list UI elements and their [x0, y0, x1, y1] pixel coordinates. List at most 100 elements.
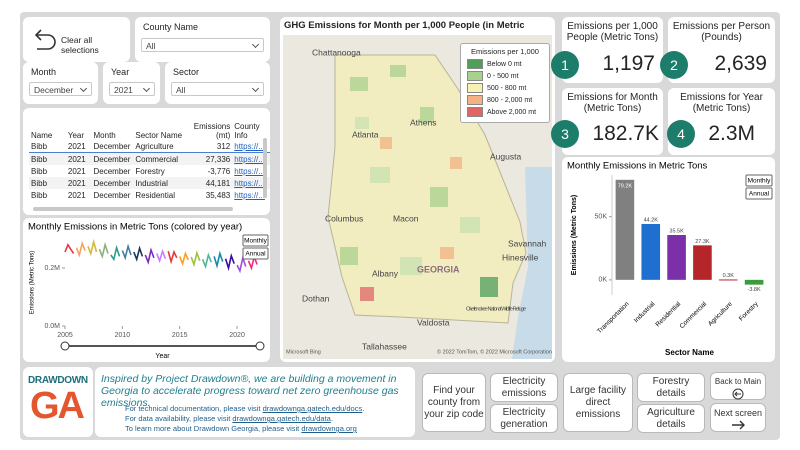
header-row: Name Year Month Sector Name Emissions (mt) Co…	[29, 116, 270, 140]
legend-label: 500 - 800 mt	[487, 84, 527, 92]
column-header: Year	[67, 131, 85, 140]
logo-bottom: GA	[30, 385, 85, 427]
table-cell: Bibb	[31, 154, 48, 164]
kpi-tile: Emissions per Person (Pounds) 2,639	[668, 17, 775, 83]
filter-label: County Name	[143, 22, 199, 32]
column-header: Name	[31, 131, 53, 140]
clear-panel[interactable]: Clear all selections	[23, 17, 130, 62]
series-line	[190, 250, 201, 268]
table-cell: Commercial	[135, 154, 179, 164]
rect	[340, 247, 358, 265]
rect	[350, 77, 368, 91]
button[interactable]: Electricity generation	[490, 404, 558, 433]
sector-filter: Sector All	[165, 62, 270, 104]
toggle-box[interactable]	[745, 174, 773, 187]
badge: 2	[660, 51, 688, 79]
table-cell: 44,181	[205, 178, 231, 188]
toggle-box[interactable]	[242, 247, 269, 260]
column-header: Sector Name	[135, 131, 183, 140]
button[interactable]: Back to Main	[710, 372, 766, 400]
y-tick-label: 50K	[595, 214, 608, 221]
table-cell: https://...	[234, 190, 265, 200]
button[interactable]: Forestry details	[637, 373, 705, 402]
table-panel: Name Year Month Sector Name Emissions (mt) Co…	[23, 108, 270, 215]
value-label: 27.3K	[695, 239, 710, 245]
note-line: For technical documentation, please visi…	[125, 404, 364, 413]
table-cell: Bibb	[31, 178, 48, 188]
button[interactable]: Next screen	[710, 403, 766, 432]
kpi-value: 2.3M	[708, 122, 755, 145]
table-cell: 35,483	[205, 190, 231, 200]
rect	[355, 117, 369, 129]
note-link[interactable]: drawdownga.gatech.edu/data	[232, 414, 331, 423]
legend-item: Above 2,000 mt	[467, 107, 536, 117]
circle	[732, 388, 744, 400]
x-tick-label: 2005	[57, 332, 73, 339]
slider-handle[interactable]	[60, 341, 70, 351]
scrollbar[interactable]	[263, 138, 267, 198]
table-cell: https://...	[234, 141, 265, 151]
scrollbar[interactable]	[33, 207, 233, 211]
dropdown[interactable]: All	[171, 82, 264, 96]
kpi-tile: Emissions for Month (Metric Tons) 182.7K	[562, 88, 663, 155]
series-line	[133, 245, 144, 262]
badge: 1	[551, 51, 579, 79]
column-header: Month	[93, 131, 116, 140]
path	[732, 420, 745, 430]
table-body: Bibb 2021 December Agriculture 312 https://..…	[29, 140, 270, 201]
place-label: Columbus	[325, 213, 363, 223]
dropdown[interactable]: 2021	[109, 82, 155, 96]
note-link[interactable]: drawdownga.gatech.edu/docs	[262, 404, 363, 413]
clear-label: Clear all selections	[61, 35, 99, 55]
table-cell: December	[93, 178, 131, 188]
rect	[390, 65, 406, 77]
legend-label: Below 0 mt	[487, 60, 522, 68]
legend-title: Emissions per 1,000	[471, 47, 539, 56]
table-cell: Bibb	[31, 141, 48, 151]
series-line	[178, 251, 190, 267]
rect	[460, 217, 480, 233]
badge: 3	[551, 120, 579, 148]
column-header: County Info	[234, 122, 260, 140]
thead: Name Year Month Sector Name Emissions (mt) Co…	[29, 116, 270, 140]
button[interactable]: Electricity emissions	[490, 373, 558, 402]
kpi-label: Emissions for Year (Metric Tons)	[680, 92, 763, 114]
legend-swatch	[467, 95, 483, 105]
table-cell: 2021	[67, 154, 86, 164]
rect	[450, 157, 462, 169]
toggle-box[interactable]	[745, 187, 773, 200]
kpi-label: Emissions per 1,000 People (Metric Tons)	[566, 21, 659, 43]
county-patches	[340, 65, 498, 301]
map-panel: Chattanooga Atlanta Athens Augusta Columbus M…	[280, 17, 555, 362]
toggle-box[interactable]	[242, 234, 269, 247]
dropdown[interactable]: All	[141, 38, 264, 52]
table-row: Bibb 2021 December Residential 35,483 https:/…	[29, 189, 270, 201]
kpi-value: 1,197	[602, 52, 655, 75]
toggle-label: Monthly	[748, 178, 772, 185]
dropdown[interactable]: December	[29, 82, 92, 96]
button[interactable]: Agriculture details	[637, 404, 705, 433]
bar	[744, 279, 764, 285]
button[interactable]: Large facility direct emissions	[563, 373, 633, 432]
button-label: Next screen	[713, 408, 763, 418]
place-label: Macon	[393, 213, 419, 223]
map-toolbar[interactable]	[500, 17, 520, 31]
badge: 4	[667, 120, 695, 148]
x-axis-label: Sector Name	[665, 348, 714, 357]
rect	[380, 137, 392, 149]
series-line	[236, 254, 247, 274]
value-label: 0.3K	[723, 273, 735, 279]
slider-handle[interactable]	[255, 341, 265, 351]
note-link[interactable]: drawdownga.org	[301, 424, 357, 433]
table-cell: Bibb	[31, 166, 48, 176]
button[interactable]: Find your county from your zip code	[422, 373, 486, 432]
table-cell: December	[93, 154, 131, 164]
rect	[360, 287, 374, 301]
series-line	[167, 249, 178, 265]
place-label: Augusta	[490, 151, 521, 161]
table-cell: Residential	[135, 190, 175, 200]
rect	[370, 167, 390, 183]
line-panel: Monthly Emissions in Metric Tons (colore…	[23, 218, 270, 362]
table-row: Bibb 2021 December Industrial 44,181 https://…	[29, 177, 270, 189]
